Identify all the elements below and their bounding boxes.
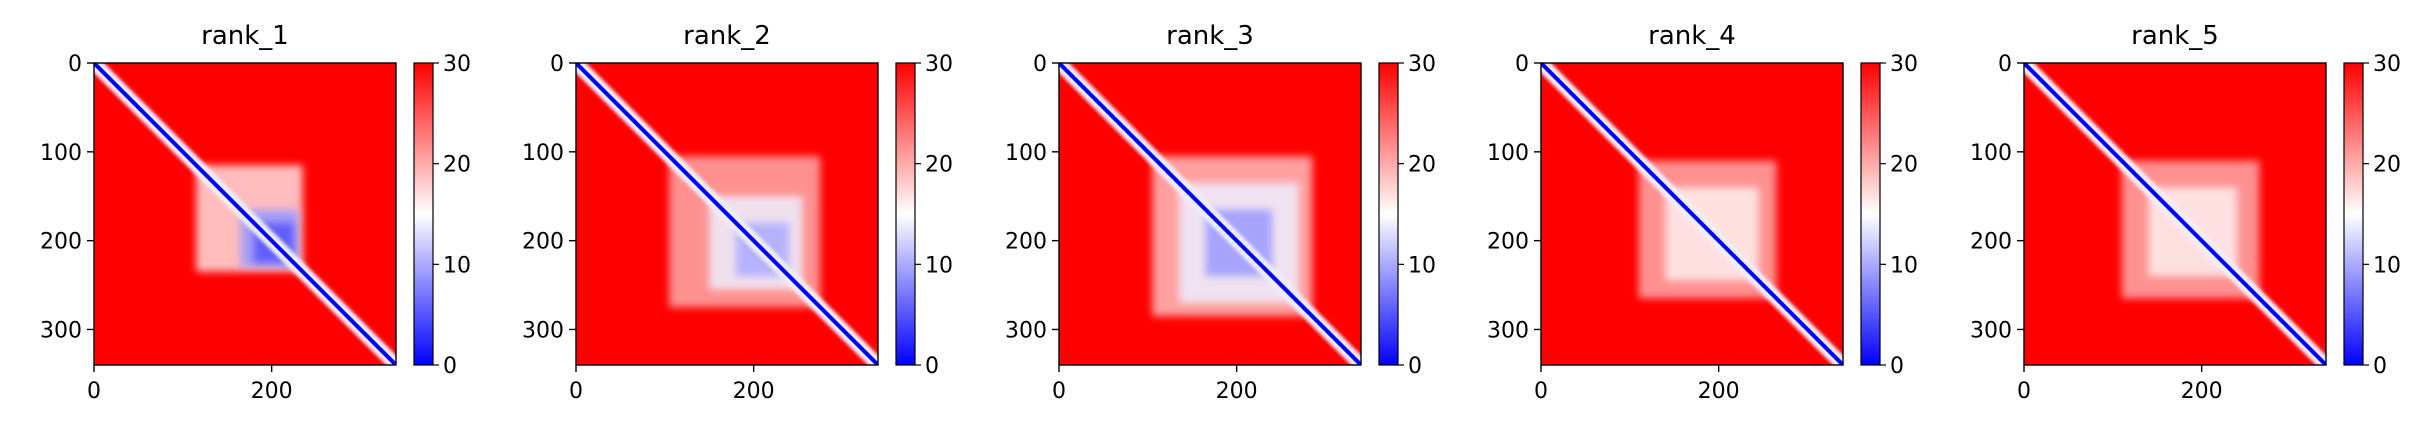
x-tick-label: 0 bbox=[569, 379, 583, 404]
colorbar-tick-label: 20 bbox=[443, 153, 471, 178]
panel-3: rank_3 0 100 200 300 0 200 0 10 20 30 bbox=[1005, 21, 1436, 404]
y-tick-label: 300 bbox=[40, 318, 82, 343]
y-tick-label: 0 bbox=[550, 52, 564, 77]
heatmap-area bbox=[2024, 63, 2326, 365]
y-tick-label: 200 bbox=[1970, 230, 2012, 255]
colorbar bbox=[413, 62, 434, 366]
y-tick-label: 200 bbox=[1487, 230, 1529, 255]
panel-title: rank_3 bbox=[1166, 21, 1254, 51]
colorbar bbox=[2343, 62, 2364, 366]
y-tick-label: 0 bbox=[1515, 52, 1529, 77]
heatmap-area bbox=[94, 63, 396, 365]
x-tick-label: 200 bbox=[1216, 379, 1258, 404]
colorbar-tick-label: 30 bbox=[443, 52, 471, 77]
x-tick-label: 200 bbox=[733, 379, 775, 404]
heatmap-diagonal bbox=[2024, 63, 2326, 365]
colorbar-tick-label: 30 bbox=[1408, 52, 1436, 77]
heatmap-diagonal bbox=[1059, 63, 1361, 365]
colorbar-tick-label: 10 bbox=[1408, 253, 1436, 278]
y-tick-label: 100 bbox=[40, 141, 82, 166]
colorbar-tick-label: 10 bbox=[2373, 253, 2401, 278]
y-tick-label: 0 bbox=[1998, 52, 2012, 77]
colorbar-tick-label: 30 bbox=[1890, 52, 1918, 77]
colorbar-tick-label: 10 bbox=[925, 253, 953, 278]
y-tick-label: 300 bbox=[1970, 318, 2012, 343]
colorbar-tick-label: 20 bbox=[1890, 153, 1918, 178]
y-tick-label: 0 bbox=[68, 52, 82, 77]
colorbar-tick-label: 20 bbox=[2373, 153, 2401, 178]
x-tick-label: 0 bbox=[1534, 379, 1548, 404]
colorbar-tick-label: 20 bbox=[925, 153, 953, 178]
y-tick-label: 200 bbox=[522, 230, 564, 255]
y-tick-label: 200 bbox=[40, 230, 82, 255]
colorbar-tick-label: 0 bbox=[1408, 354, 1422, 379]
panel-title: rank_5 bbox=[2131, 21, 2219, 51]
x-tick-label: 200 bbox=[2181, 379, 2223, 404]
heatmap-diagonal bbox=[576, 63, 878, 365]
heatmap-diagonal bbox=[94, 63, 396, 365]
x-tick-label: 0 bbox=[2017, 379, 2031, 404]
y-tick-label: 300 bbox=[1487, 318, 1529, 343]
x-tick-label: 0 bbox=[87, 379, 101, 404]
colorbar bbox=[1860, 62, 1881, 366]
colorbar-tick-label: 30 bbox=[2373, 52, 2401, 77]
colorbar-tick-label: 10 bbox=[1890, 253, 1918, 278]
colorbar bbox=[895, 62, 916, 366]
panel-5: rank_5 0 100 200 300 0 200 0 10 20 30 bbox=[1970, 21, 2401, 404]
y-tick-label: 100 bbox=[1487, 141, 1529, 166]
heatmap-area bbox=[1059, 63, 1361, 365]
heatmap-area bbox=[1541, 63, 1843, 365]
colorbar bbox=[1378, 62, 1399, 366]
x-tick-label: 200 bbox=[251, 379, 293, 404]
plot-frame bbox=[575, 62, 879, 366]
x-tick-label: 200 bbox=[1698, 379, 1740, 404]
panel-title: rank_1 bbox=[201, 21, 289, 51]
colorbar-tick-label: 0 bbox=[1890, 354, 1904, 379]
heatmap-area bbox=[576, 63, 878, 365]
y-tick-label: 300 bbox=[522, 318, 564, 343]
y-tick-label: 100 bbox=[522, 141, 564, 166]
colorbar-tick-label: 0 bbox=[2373, 354, 2387, 379]
plot-frame bbox=[1058, 62, 1362, 366]
panel-title: rank_4 bbox=[1648, 21, 1736, 51]
plot-frame bbox=[2023, 62, 2327, 366]
plot-frame bbox=[1540, 62, 1844, 366]
y-tick-label: 100 bbox=[1970, 141, 2012, 166]
colorbar-tick-label: 10 bbox=[443, 253, 471, 278]
y-tick-label: 100 bbox=[1005, 141, 1047, 166]
plot-frame bbox=[93, 62, 397, 366]
colorbar-tick-label: 0 bbox=[443, 354, 457, 379]
x-tick-label: 0 bbox=[1052, 379, 1066, 404]
y-tick-label: 0 bbox=[1033, 52, 1047, 77]
panel-4: rank_4 0 100 200 300 0 200 0 10 20 30 bbox=[1487, 21, 1918, 404]
panel-2: rank_2 0 100 200 300 0 200 0 10 20 30 bbox=[522, 21, 953, 404]
colorbar-tick-label: 0 bbox=[925, 354, 939, 379]
panel-title: rank_2 bbox=[683, 21, 771, 51]
y-tick-label: 200 bbox=[1005, 230, 1047, 255]
y-tick-label: 300 bbox=[1005, 318, 1047, 343]
panel-1: rank_1 0 100 200 300 0 200 0 10 20 30 bbox=[40, 21, 471, 404]
colorbar-tick-label: 20 bbox=[1408, 153, 1436, 178]
colorbar-tick-label: 30 bbox=[925, 52, 953, 77]
heatmap-diagonal bbox=[1541, 63, 1843, 365]
